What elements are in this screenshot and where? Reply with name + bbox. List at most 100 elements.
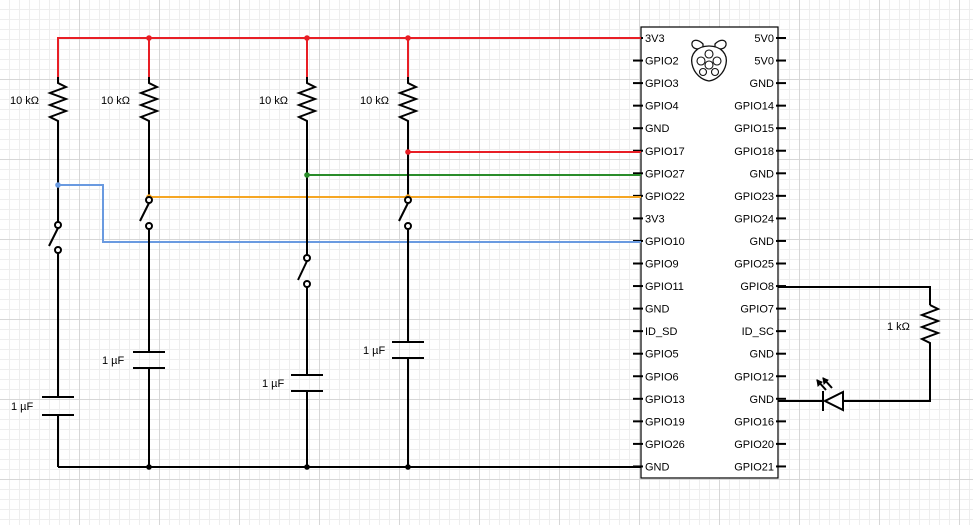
pin-label: GPIO4	[645, 101, 679, 113]
pin-label: GPIO7	[740, 304, 774, 316]
right-pin: 5V0	[754, 33, 786, 45]
pin-label: ID_SD	[645, 326, 677, 338]
capacitor-2	[133, 351, 165, 369]
right-pin-header: 5V0 5V0 GND GPIO14 GPIO15 GPIO18 GND GPIO23 GPIO…	[734, 33, 786, 473]
left-pin: GPIO11	[633, 281, 684, 293]
right-pin: GND	[750, 78, 786, 90]
right-pin: GND	[750, 394, 786, 406]
resistor-4	[397, 77, 419, 125]
pin-label: GND	[750, 236, 775, 248]
pin-label: GND	[750, 78, 775, 90]
left-pin: GPIO19	[633, 416, 685, 428]
capacitor-4	[392, 341, 424, 359]
resistor-5	[919, 304, 941, 349]
pin-label: GPIO16	[734, 416, 774, 428]
pin-label: GPIO10	[645, 236, 685, 248]
pin-label: GND	[750, 349, 775, 361]
pin-label: GPIO23	[734, 191, 774, 203]
pin-label: GPIO8	[740, 281, 774, 293]
resistors	[47, 77, 941, 349]
right-pin: GPIO14	[734, 101, 786, 113]
pin-label: GPIO15	[734, 123, 774, 135]
pin-label: GPIO6	[645, 371, 679, 383]
pin-label: GPIO18	[734, 146, 774, 158]
right-pin: GND	[750, 168, 786, 180]
pin-label: GPIO26	[645, 439, 685, 451]
switches	[48, 196, 412, 288]
pin-label: GND	[645, 123, 670, 135]
push-button-2	[139, 196, 153, 230]
left-pin: GPIO26	[633, 439, 685, 451]
right-pin: GPIO24	[734, 213, 786, 225]
right-pin: GPIO21	[734, 461, 786, 473]
left-pin: GPIO5	[633, 349, 679, 361]
junction-dot	[146, 464, 152, 470]
pin-label: GND	[645, 461, 670, 473]
right-pin: 5V0	[754, 56, 786, 68]
junction-dot	[146, 35, 152, 41]
pin-label: GPIO9	[645, 259, 679, 271]
raspberry-pi-board: 3V3 GPIO2 GPIO3 GPIO4 GND GPIO17 GPIO27 GPIO22 3…	[633, 26, 786, 479]
left-pin: 3V3	[633, 213, 665, 225]
pin-label: GPIO22	[645, 191, 685, 203]
right-pin: GPIO23	[734, 191, 786, 203]
wires	[57, 37, 931, 468]
pin-label: 3V3	[645, 33, 665, 45]
resistor-label: 1 kΩ	[887, 321, 910, 333]
right-pin: GND	[750, 349, 786, 361]
left-pin: GND	[633, 304, 670, 316]
pin-label: 5V0	[754, 33, 774, 45]
resistor-2	[138, 77, 160, 125]
left-pin: GPIO3	[633, 78, 679, 90]
pin-label: GPIO3	[645, 78, 679, 90]
component-labels: 10 kΩ 10 kΩ 10 kΩ 10 kΩ 1 kΩ 1 µF 1 µF 1…	[10, 95, 910, 413]
left-pin: GPIO27	[633, 168, 685, 180]
pin-label: 3V3	[645, 213, 665, 225]
capacitor-label: 1 µF	[363, 345, 386, 357]
left-pin: GPIO10	[633, 236, 685, 248]
right-pin: ID_SC	[742, 326, 786, 338]
left-pin: GPIO6	[633, 371, 679, 383]
left-pin: ID_SD	[633, 326, 677, 338]
capacitor-label: 1 µF	[11, 401, 34, 413]
resistor-1	[47, 77, 69, 125]
left-pin: GPIO13	[633, 394, 685, 406]
pin-label: GPIO2	[645, 56, 679, 68]
capacitors	[42, 341, 424, 416]
junction-dot	[304, 464, 310, 470]
left-pin: GPIO4	[633, 101, 679, 113]
pin-label: GPIO13	[645, 394, 685, 406]
right-pin: GPIO20	[734, 439, 786, 451]
junction-dot	[405, 464, 411, 470]
junction-dot	[55, 182, 61, 188]
left-pin: GPIO2	[633, 56, 679, 68]
pin-label: GPIO24	[734, 213, 774, 225]
resistor-label: 10 kΩ	[10, 95, 39, 107]
right-pin: GPIO25	[734, 259, 786, 271]
right-pin: GPIO7	[740, 304, 786, 316]
push-button-4	[398, 196, 412, 230]
left-pin: GPIO9	[633, 259, 679, 271]
pin-label: GPIO11	[645, 281, 684, 293]
pin-label: GPIO20	[734, 439, 774, 451]
capacitor-3	[291, 374, 323, 392]
junction-dot	[304, 172, 310, 178]
pin-label: GPIO21	[734, 461, 774, 473]
junction-dot	[405, 35, 411, 41]
push-button-1	[48, 221, 62, 254]
pin-label: GPIO17	[645, 146, 685, 158]
left-pin: GPIO22	[633, 191, 685, 203]
capacitor-label: 1 µF	[102, 355, 125, 367]
pin-label: GND	[750, 394, 775, 406]
pin-label: GPIO5	[645, 349, 679, 361]
resistor-label: 10 kΩ	[101, 95, 130, 107]
push-button-3	[297, 254, 311, 288]
pin-label: 5V0	[754, 56, 774, 68]
raspberry-pi-logo	[691, 39, 727, 82]
right-pin: GND	[750, 236, 786, 248]
pin-label: GPIO14	[734, 101, 774, 113]
resistor-label: 10 kΩ	[259, 95, 288, 107]
led-circuit-wire	[778, 286, 931, 402]
pin-label: ID_SC	[742, 326, 774, 338]
